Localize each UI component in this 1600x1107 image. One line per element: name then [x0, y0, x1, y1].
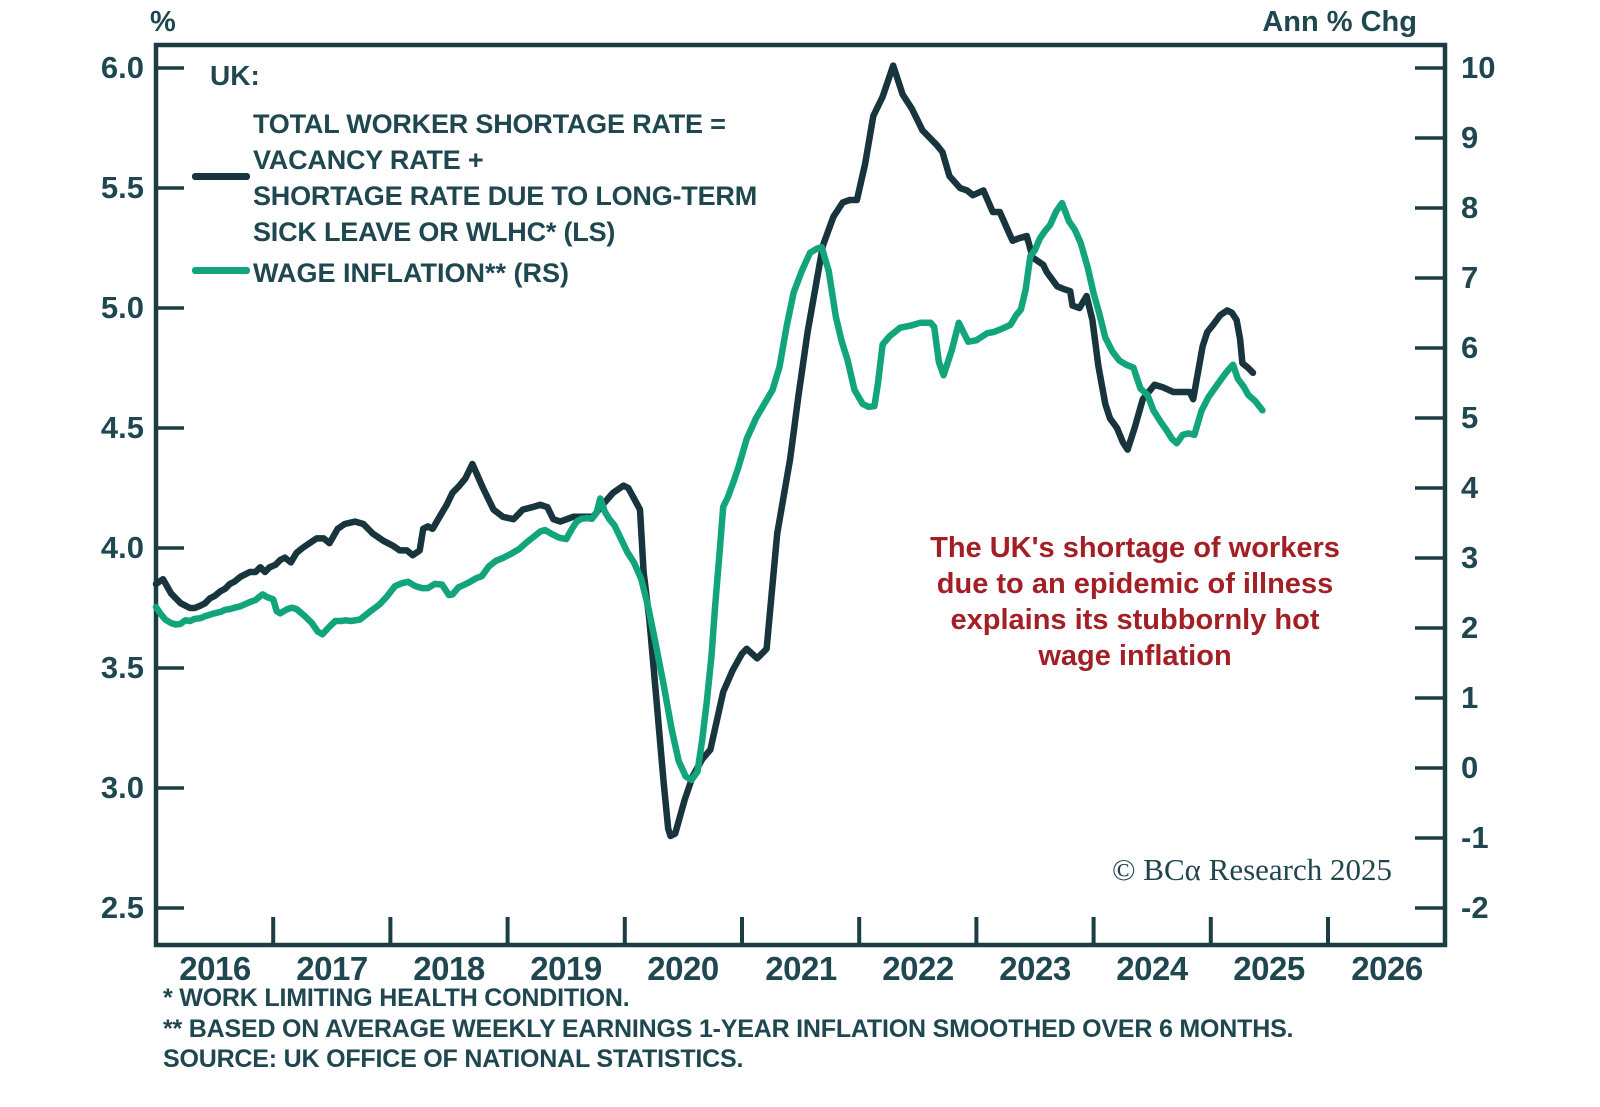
- year-label: 2024: [1116, 950, 1188, 987]
- left-tick-label: 3.5: [100, 650, 144, 685]
- axis-ticks: [154, 66, 1445, 945]
- legend-region-title: UK:: [210, 60, 260, 91]
- footnote-line: SOURCE: UK OFFICE OF NATIONAL STATISTICS…: [163, 1045, 744, 1073]
- right-tick-label: -2: [1461, 890, 1489, 925]
- copyright-notice: © BCα Research 2025: [1112, 852, 1392, 887]
- right-tick-label: 3: [1461, 540, 1479, 575]
- year-label: 2019: [530, 950, 602, 987]
- left-tick-label: 4.5: [100, 410, 144, 445]
- annotation-line: The UK's shortage of workers: [930, 532, 1340, 564]
- worker-shortage-line: [152, 62, 1257, 840]
- footnote-line: * WORK LIMITING HEALTH CONDITION.: [163, 984, 630, 1012]
- shortage-rate-legend-line: VACANCY RATE +: [253, 145, 484, 175]
- year-label: 2017: [296, 950, 368, 987]
- left-tick-label: 2.5: [100, 890, 144, 925]
- footnote-line: ** BASED ON AVERAGE WEEKLY EARNINGS 1-YE…: [163, 1014, 1294, 1043]
- year-label: 2022: [882, 950, 954, 987]
- wage-inflation-legend-label: WAGE INFLATION** (RS): [253, 258, 569, 288]
- year-label: 2018: [413, 950, 485, 987]
- shortage-rate-legend-swatch: [192, 173, 250, 180]
- right-tick-label: 5: [1461, 400, 1479, 435]
- year-label: 2025: [1233, 950, 1305, 987]
- right-tick-label: 7: [1461, 260, 1479, 295]
- year-label: 2026: [1351, 950, 1423, 987]
- year-label: 2016: [179, 950, 251, 987]
- shortage-rate-legend-line: SICK LEAVE OR WLHC* (LS): [253, 217, 616, 247]
- right-tick-label: 10: [1461, 50, 1496, 85]
- shortage-rate-legend-line: TOTAL WORKER SHORTAGE RATE =: [253, 109, 726, 139]
- left-tick-label: 3.0: [100, 770, 144, 805]
- year-label: 2020: [647, 950, 719, 987]
- right-tick-label: 9: [1461, 120, 1479, 155]
- data-series: [152, 62, 1266, 840]
- annotation-line: wage inflation: [1038, 640, 1232, 672]
- left-tick-label: 6.0: [100, 50, 144, 85]
- wage-inflation-line: [152, 199, 1266, 784]
- year-label: 2021: [765, 950, 837, 987]
- footnotes: * WORK LIMITING HEALTH CONDITION. ** BASE…: [163, 983, 1293, 1075]
- shortage-rate-legend-label: TOTAL WORKER SHORTAGE RATE = VACANCY RATE…: [253, 106, 757, 250]
- left-axis-unit-label: %: [150, 6, 176, 38]
- plot-frame: [153, 42, 1448, 948]
- annotation-line: explains its stubbornly hot: [950, 604, 1320, 636]
- right-axis-unit-label: Ann % Chg: [1262, 6, 1417, 38]
- wage-inflation-legend-swatch: [192, 267, 250, 274]
- right-tick-label: 6: [1461, 330, 1479, 365]
- shortage-rate-legend-line: SHORTAGE RATE DUE TO LONG-TERM: [253, 181, 757, 211]
- annotation-line: due to an epidemic of illness: [936, 568, 1334, 600]
- right-tick-label: 4: [1461, 470, 1479, 505]
- plot-border: [153, 42, 1448, 948]
- left-tick-label: 4.0: [100, 530, 144, 565]
- annotation-text: The UK's shortage of workers due to an ep…: [905, 530, 1365, 674]
- left-tick-label: 5.0: [100, 290, 144, 325]
- right-tick-label: 1: [1461, 680, 1479, 715]
- right-tick-label: 0: [1461, 750, 1479, 785]
- right-tick-label: -1: [1461, 820, 1489, 855]
- year-label: 2023: [999, 950, 1071, 987]
- left-tick-label: 5.5: [100, 170, 144, 205]
- right-tick-label: 8: [1461, 190, 1479, 225]
- right-tick-label: 2: [1461, 610, 1479, 645]
